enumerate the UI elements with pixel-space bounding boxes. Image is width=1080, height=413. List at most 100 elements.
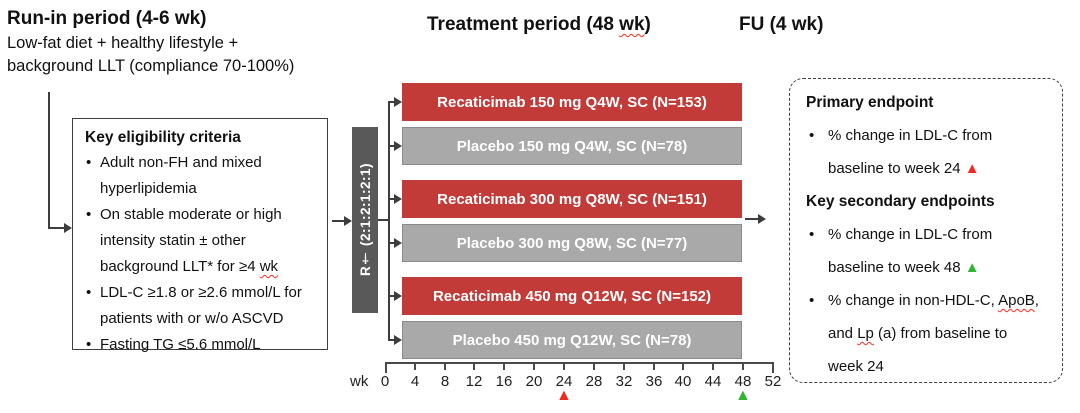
axis-tick [444, 362, 446, 370]
bullet-icon: • [809, 292, 815, 309]
axis-tick [742, 362, 744, 370]
axis-tick-label: 20 [525, 373, 543, 390]
axis-tick-label: 36 [645, 373, 663, 390]
treatment-period-title: Treatment period (48 wk) [427, 14, 651, 36]
branch-stub-line [378, 219, 389, 221]
bullet-icon: • [86, 206, 92, 223]
treatment-period-text: Treatment period (48 [427, 14, 620, 35]
axis-tick-label: 48 [734, 373, 752, 390]
eligibility-item: • Fasting TG ≤5.6 mmol/L [85, 332, 319, 358]
red-triangle-marker-icon: ▲ [556, 387, 572, 404]
secondary-endpoint-text: (a) from baseline to week 24 [828, 325, 1008, 375]
axis-tick [503, 362, 505, 370]
axis-tick-label: 4 [410, 373, 420, 390]
branch-line [388, 101, 396, 103]
secondary-endpoint-text: , and [828, 292, 1039, 342]
secondary-endpoint-text: % change in non-HDL-C, [828, 292, 999, 309]
right-arrow-icon [394, 141, 402, 151]
eligibility-item: • On stable moderate or high intensity s… [85, 202, 319, 280]
axis-unit-label: wk [350, 373, 369, 390]
randomization-label: R† (2:1:2:1:2:1) [357, 163, 373, 277]
arm-label: Recaticimab 300 mg Q8W, SC (N=151) [437, 190, 707, 208]
eligibility-item: • Adult non-FH and mixed hyperlipidemia [85, 150, 319, 202]
branch-line [388, 295, 396, 297]
eligibility-title: Key eligibility criteria [85, 129, 241, 146]
primary-endpoint-item: • % change in LDL-C from baseline to wee… [806, 119, 1043, 185]
right-arrow-icon [64, 223, 72, 233]
bullet-icon: • [86, 336, 92, 353]
arm-label: Placebo 450 mg Q12W, SC (N=78) [452, 331, 692, 349]
secondary-endpoint-item: • % change in non-HDL-C, ApoB, and Lp (a… [806, 284, 1043, 383]
axis-tick [533, 362, 535, 370]
branch-vertical-line [388, 101, 390, 341]
randomization-bar: R† (2:1:2:1:2:1) [352, 127, 378, 313]
branch-line [388, 145, 396, 147]
axis-tick [385, 362, 387, 373]
axis-tick [712, 362, 714, 370]
endpoints-box: Primary endpoint • % change in LDL-C fro… [789, 78, 1063, 383]
arm-label: Recaticimab 450 mg Q12W, SC (N=152) [432, 287, 712, 305]
runin-arrow-horizontal-line [48, 227, 65, 229]
eligibility-item-text: Adult non-FH and mixed hyperlipidemia [100, 154, 262, 197]
eligibility-criteria-box: Key eligibility criteria • Adult non-FH … [72, 118, 328, 353]
axis-tick [653, 362, 655, 370]
axis-tick-label: 28 [585, 373, 603, 390]
right-arrow-icon [394, 238, 402, 248]
bullet-icon: • [86, 154, 92, 171]
green-triangle-marker-icon: ▲ [964, 259, 980, 276]
eligibility-item-text: On stable moderate or high intensity sta… [100, 206, 282, 275]
treatment-period-suffix: ) [644, 14, 651, 35]
axis-tick-label: 12 [465, 373, 483, 390]
arm-label: Placebo 150 mg Q4W, SC (N=78) [456, 137, 688, 155]
green-triangle-marker-icon: ▲ [735, 387, 751, 404]
arm-bar-recaticimab-300: Recaticimab 300 mg Q8W, SC (N=151) [402, 180, 742, 218]
eligibility-to-randomization-line [332, 220, 345, 222]
secondary-endpoint-item: • % change in LDL-C from baseline to wee… [806, 218, 1043, 284]
axis-tick [563, 362, 565, 370]
right-arrow-icon [394, 194, 402, 204]
fu-period-title: FU (4 wk) [739, 14, 824, 35]
right-arrow-icon [394, 97, 402, 107]
red-triangle-marker-icon: ▲ [964, 160, 980, 177]
runin-period-title: Run-in period (4-6 wk) [7, 8, 207, 29]
axis-tick-label: 40 [674, 373, 692, 390]
runin-subtitle-line1: Low-fat diet + healthy lifestyle + [7, 34, 239, 52]
arm-label: Recaticimab 150 mg Q4W, SC (N=153) [437, 93, 707, 111]
axis-tick-label: 16 [495, 373, 513, 390]
runin-subtitle-line2: background LLT (compliance 70-100%) [7, 57, 295, 75]
right-arrow-icon [394, 291, 402, 301]
axis-tick [772, 362, 774, 373]
arm-bar-placebo-150: Placebo 150 mg Q4W, SC (N=78) [402, 127, 742, 165]
right-arrow-icon [758, 214, 766, 224]
runin-arrow-vertical-line [48, 92, 50, 229]
arms-to-endpoints-line [745, 218, 759, 220]
axis-tick-label: 52 [764, 373, 782, 390]
axis-tick [414, 362, 416, 370]
arm-bar-placebo-450: Placebo 450 mg Q12W, SC (N=78) [402, 321, 742, 359]
arm-bar-recaticimab-150: Recaticimab 150 mg Q4W, SC (N=153) [402, 83, 742, 121]
axis-tick [593, 362, 595, 370]
bullet-icon: • [809, 127, 815, 144]
secondary-endpoints-title: Key secondary endpoints [806, 193, 995, 210]
axis-tick [473, 362, 475, 370]
treatment-period-squiggle-word: wk [619, 14, 645, 35]
eligibility-item-text: Fasting TG ≤5.6 mmol/L [100, 336, 261, 353]
right-arrow-icon [344, 216, 352, 226]
arm-bar-recaticimab-450: Recaticimab 450 mg Q12W, SC (N=152) [402, 277, 742, 315]
branch-line [388, 198, 396, 200]
arm-label: Placebo 300 mg Q8W, SC (N=77) [456, 234, 688, 252]
primary-endpoint-title: Primary endpoint [806, 94, 934, 111]
timeline-axis-line [385, 362, 774, 364]
secondary-endpoint-squiggle-word: ApoB [998, 292, 1035, 309]
axis-tick [682, 362, 684, 370]
primary-endpoint-text: % change in LDL-C from baseline to week … [828, 127, 993, 177]
arm-bar-placebo-300: Placebo 300 mg Q8W, SC (N=77) [402, 224, 742, 262]
eligibility-item-text: LDL-C ≥1.8 or ≥2.6 mmol/L for patients w… [100, 284, 302, 327]
axis-tick-label: 0 [380, 373, 390, 390]
eligibility-item: • LDL-C ≥1.8 or ≥2.6 mmol/L for patients… [85, 280, 319, 332]
axis-tick-label: 24 [555, 373, 573, 390]
secondary-endpoint-text: % change in LDL-C from baseline to week … [828, 226, 993, 276]
right-arrow-icon [394, 335, 402, 345]
bullet-icon: • [86, 284, 92, 301]
